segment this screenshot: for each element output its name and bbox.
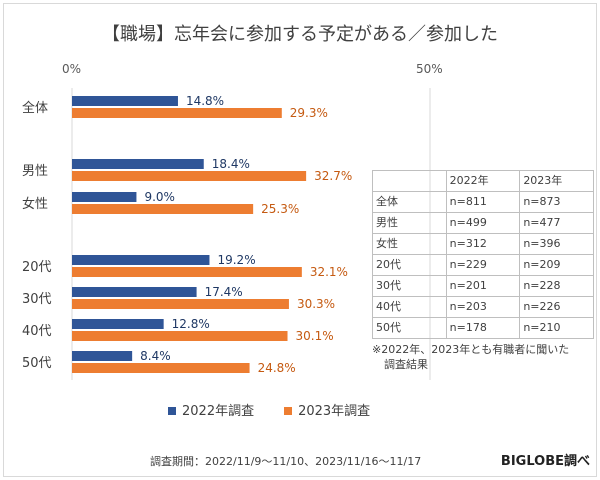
data-label: 30.1%	[296, 329, 334, 343]
brand-credit: BIGLOBE調べ	[500, 454, 590, 469]
data-label: 32.7%	[314, 169, 352, 183]
data-label: 19.2%	[217, 253, 255, 267]
table-cell: n=477	[519, 212, 594, 234]
table-cell: n=203	[445, 296, 521, 318]
table-cell: 40代	[372, 296, 447, 318]
data-label: 17.4%	[205, 285, 243, 299]
table-cell: n=312	[445, 233, 521, 255]
bar-2023	[72, 108, 282, 118]
data-label: 18.4%	[212, 157, 250, 171]
chart-title: 【職場】忘年会に参加する予定がある／参加した	[102, 24, 498, 45]
table-row: 50代 n=178 n=210	[372, 317, 594, 339]
table-cell: 30代	[372, 275, 447, 297]
table-header-row: 2022年 2023年	[372, 170, 594, 192]
bar-2023	[72, 267, 302, 277]
table-panel: 2022年 2023年 全体 n=811 n=873 男性 n=499 n=477 女性 n=31…	[372, 170, 594, 372]
bar-2022	[72, 287, 197, 297]
bar-2022	[72, 192, 137, 202]
table-cell: n=811	[445, 191, 521, 213]
table-row: 20代 n=229 n=209	[372, 254, 594, 276]
tick-label-50: 50%	[416, 62, 443, 76]
legend-item-2023: 2023年調査	[284, 400, 370, 419]
note-line-2: 調査結果	[384, 358, 428, 371]
data-label: 32.1%	[310, 265, 348, 279]
bottom-bar: 調査期間：2022/11/9～11/10、2023/11/16～11/17 BI…	[150, 450, 590, 469]
data-label: 14.8%	[186, 94, 224, 108]
category-label: 女性	[22, 196, 48, 212]
table-cell: n=499	[445, 212, 521, 234]
table-cell: 50代	[372, 317, 447, 339]
category-label: 男性	[22, 164, 48, 179]
table-cell: 男性	[372, 212, 447, 234]
legend-swatch-2022	[168, 407, 176, 415]
table-row: 40代 n=203 n=226	[372, 296, 594, 318]
data-label: 8.4%	[140, 349, 171, 363]
data-label: 24.8%	[258, 361, 296, 375]
bar-2022	[72, 351, 133, 361]
data-label: 30.3%	[297, 297, 335, 311]
data-label: 29.3%	[290, 106, 328, 120]
table-cell: n=201	[445, 275, 521, 297]
category-label: 50代	[22, 356, 52, 371]
chart-frame	[3, 3, 597, 477]
table-cell: n=209	[519, 254, 594, 276]
table-cell: 女性	[372, 233, 447, 255]
category-label: 40代	[22, 324, 52, 339]
data-label: 9.0%	[144, 190, 175, 204]
table-row: 男性 n=499 n=477	[372, 212, 594, 234]
legend-label-2023: 2023年調査	[298, 404, 371, 419]
sample-size-table: 2022年 2023年 全体 n=811 n=873 男性 n=499 n=477 女性 n=31…	[372, 170, 594, 339]
bar-2022	[72, 255, 210, 265]
table-cell: n=210	[519, 317, 594, 339]
table-cell: n=228	[519, 275, 594, 297]
bar-2022	[72, 159, 204, 169]
bar-2023	[72, 171, 307, 181]
tick-label-0: 0%	[62, 62, 82, 76]
category-label: 全体	[22, 100, 48, 116]
table-row: 全体 n=811 n=873	[372, 191, 594, 213]
table-cell: n=226	[519, 296, 594, 318]
bar-2023	[72, 204, 254, 214]
category-label: 30代	[22, 292, 52, 307]
bar-2022	[72, 319, 164, 329]
legend: 2022年調査 2023年調査	[168, 400, 370, 419]
legend-swatch-2023	[284, 407, 293, 415]
legend-item-2022: 2022年調査	[168, 400, 254, 419]
table-cell	[372, 170, 447, 192]
bar-2023	[72, 363, 250, 373]
table-cell: 2023年	[519, 170, 594, 192]
category-label: 20代	[22, 260, 52, 275]
table-cell: 2022年	[445, 170, 521, 192]
note-line-1: ※2022年、2023年とも有職者に聞いた	[372, 343, 570, 356]
bar-2023	[72, 331, 288, 341]
table-note: ※2022年、2023年とも有職者に聞いた 調査結果	[372, 342, 594, 372]
table-cell: n=396	[519, 233, 594, 255]
survey-period: 調査期間：2022/11/9～11/10、2023/11/16～11/17	[150, 455, 422, 468]
data-label: 25.3%	[261, 202, 299, 216]
table-cell: 20代	[372, 254, 447, 276]
table-cell: 全体	[372, 191, 447, 213]
table-cell: n=178	[445, 317, 521, 339]
bar-2022	[72, 96, 178, 106]
table-row: 30代 n=201 n=228	[372, 275, 594, 297]
legend-label-2022: 2022年調査	[182, 404, 255, 419]
table-cell: n=873	[519, 191, 594, 213]
bar-2023	[72, 299, 289, 309]
data-label: 12.8%	[172, 317, 210, 331]
table-row: 女性 n=312 n=396	[372, 233, 594, 255]
table-cell: n=229	[445, 254, 521, 276]
